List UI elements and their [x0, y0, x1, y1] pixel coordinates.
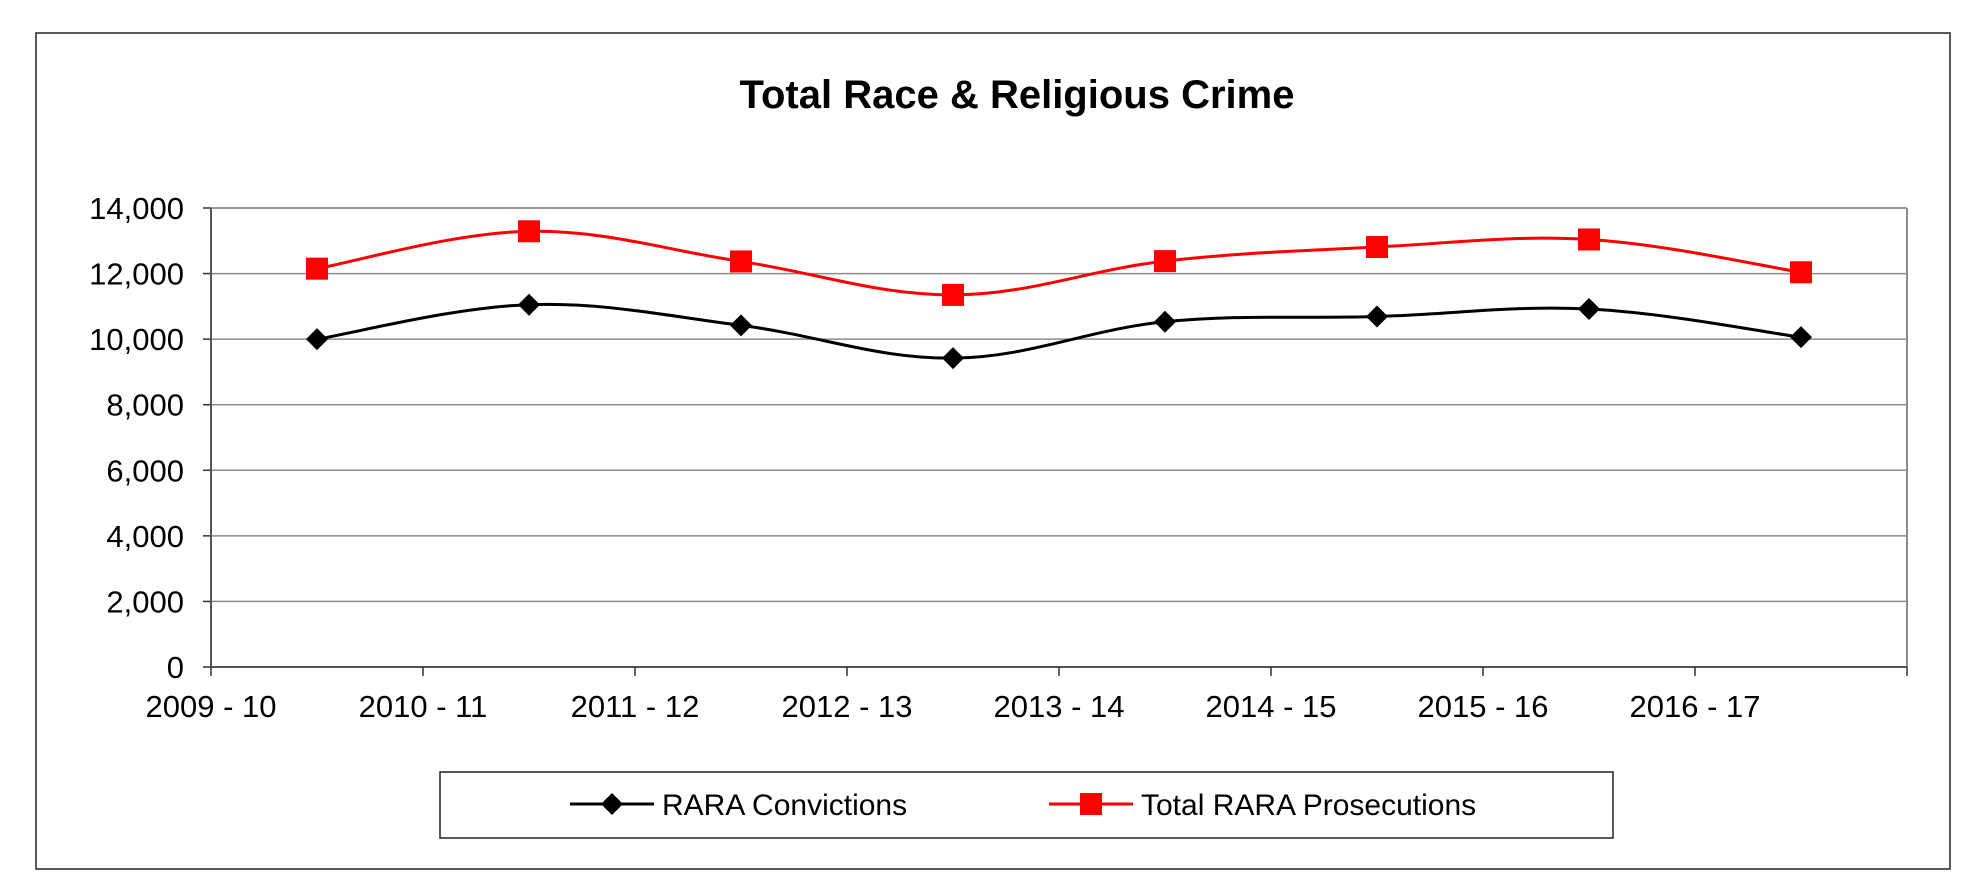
y-tick-label: 10,000	[89, 322, 184, 357]
chart-title: Total Race & Religious Crime	[740, 73, 1295, 117]
data-point-rara-convictions	[1154, 310, 1176, 333]
y-tick-label: 2,000	[106, 584, 184, 619]
series-rara-convictions	[306, 293, 1812, 370]
data-point-total-rara-prosecutions	[1578, 228, 1600, 251]
x-tick-label: 2011 - 12	[571, 689, 700, 724]
legend-label-rara-convictions: RARA Convictions	[662, 789, 907, 822]
data-point-rara-convictions	[1790, 326, 1812, 349]
data-point-rara-convictions	[942, 347, 964, 370]
series-line-rara-convictions	[316, 302, 1802, 360]
data-point-rara-convictions	[1578, 297, 1600, 320]
data-point-total-rara-prosecutions	[942, 283, 964, 306]
data-point-rara-convictions	[306, 328, 328, 351]
legend: RARA Convictions Total RARA Prosecutions	[439, 771, 1614, 839]
y-tick-label: 8,000	[106, 388, 184, 423]
data-point-total-rara-prosecutions	[1366, 236, 1388, 259]
legend-label-total-rara-prosecutions: Total RARA Prosecutions	[1141, 789, 1476, 822]
x-tick-label: 2015 - 16	[1418, 689, 1549, 724]
x-tick-label: 2016 - 17	[1630, 689, 1761, 724]
y-tick-label: 14,000	[89, 191, 184, 226]
y-tick-label: 0	[167, 650, 184, 685]
data-point-total-rara-prosecutions	[306, 257, 328, 280]
data-point-total-rara-prosecutions	[1790, 261, 1812, 284]
y-tick-label: 6,000	[106, 453, 184, 488]
y-tick-label: 4,000	[106, 519, 184, 554]
x-tick-label: 2009 - 10	[146, 689, 277, 724]
data-point-rara-convictions	[730, 314, 752, 337]
data-point-total-rara-prosecutions	[1154, 250, 1176, 273]
x-tick-label: 2010 - 11	[359, 689, 488, 724]
series-line-total-rara-prosecutions	[316, 229, 1802, 297]
series-total-rara-prosecutions	[306, 220, 1812, 306]
data-point-rara-convictions	[518, 293, 540, 316]
legend-marker-total-rara-prosecutions	[1080, 793, 1102, 815]
x-tick-label: 2012 - 13	[782, 689, 913, 724]
legend-marker-rara-convictions	[601, 793, 623, 815]
x-tick-label: 2014 - 15	[1206, 689, 1337, 724]
chart-frame	[35, 32, 1951, 870]
data-point-total-rara-prosecutions	[518, 220, 540, 243]
y-tick-label: 12,000	[89, 257, 184, 292]
x-tick-label: 2013 - 14	[994, 689, 1125, 724]
data-point-total-rara-prosecutions	[730, 250, 752, 273]
data-point-rara-convictions	[1366, 305, 1388, 328]
plot-area: 0 2,000 4,000 6,000 8,000 10,000 12,000 14,000 2…	[89, 191, 1908, 724]
